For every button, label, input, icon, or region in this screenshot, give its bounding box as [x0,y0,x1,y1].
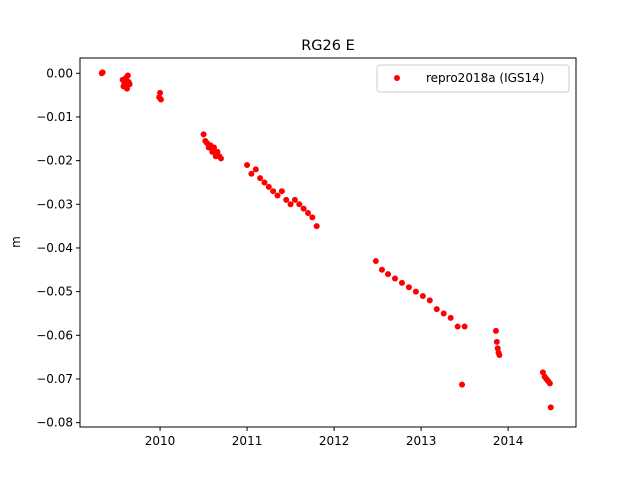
chart-title: RG26 E [301,38,355,54]
data-point [546,380,553,387]
y-axis: 0.00 −0.01 −0.02 −0.03 −0.04 −0.05 −0.06 −0.07 −… [36,66,80,430]
data-point [378,266,385,273]
data-point [492,327,499,334]
data-point [157,89,164,96]
y-tick-label: −0.02 [36,154,73,168]
data-point [99,69,106,76]
x-tick-label: 2013 [406,434,437,448]
data-point [257,175,264,182]
data-point [261,179,268,186]
data-point [398,279,405,286]
data-point [372,258,379,265]
legend-box [376,64,570,93]
data-point [496,351,503,358]
data-point [270,188,277,195]
data-point [309,214,316,221]
data-point [426,297,433,304]
data-point [447,314,454,321]
data-point [459,381,466,388]
data-point [493,338,500,345]
data-point [287,201,294,208]
data-point [200,131,207,138]
y-axis-label: m [9,236,23,248]
data-point [405,284,412,291]
data-point [157,96,164,103]
plot-frame [79,57,577,428]
data-point [274,192,281,199]
legend-marker [394,75,400,81]
y-tick-label: −0.08 [36,416,73,430]
x-tick-label: 2014 [493,434,524,448]
y-tick-label: −0.07 [36,372,73,386]
data-point [461,323,468,330]
plot-area [80,58,576,427]
data-point [291,196,298,203]
data-point [244,161,251,168]
data-point [547,404,554,411]
y-tick-label: −0.06 [36,328,73,342]
y-tick-label: −0.01 [36,110,73,124]
data-point [217,155,224,162]
data-point [248,170,255,177]
data-point [252,166,259,173]
data-point [313,223,320,230]
data-point [454,323,461,330]
data-points [98,69,554,411]
x-tick-label: 2010 [145,434,176,448]
y-tick-label: −0.03 [36,197,73,211]
data-point [211,144,218,151]
data-point [124,72,131,79]
data-point [412,288,419,295]
data-point [126,81,133,88]
data-point [123,85,130,92]
y-tick-label: 0.00 [46,66,73,80]
legend-label: repro2018a (IGS14) [426,71,544,85]
legend: repro2018a (IGS14) [376,64,570,93]
y-tick-label: −0.05 [36,285,73,299]
data-point [265,183,272,190]
data-point [283,196,290,203]
data-point [385,271,392,278]
data-point [392,275,398,282]
data-point [278,188,285,195]
x-tick-label: 2011 [232,434,263,448]
data-point [304,210,311,217]
data-point [440,310,447,317]
data-point [433,306,440,313]
x-axis: 2010 2011 2012 2013 2014 [145,427,524,448]
data-point [296,201,303,208]
data-point [419,292,426,299]
x-tick-label: 2012 [319,434,350,448]
y-tick-label: −0.04 [36,241,73,255]
data-point [300,205,307,212]
